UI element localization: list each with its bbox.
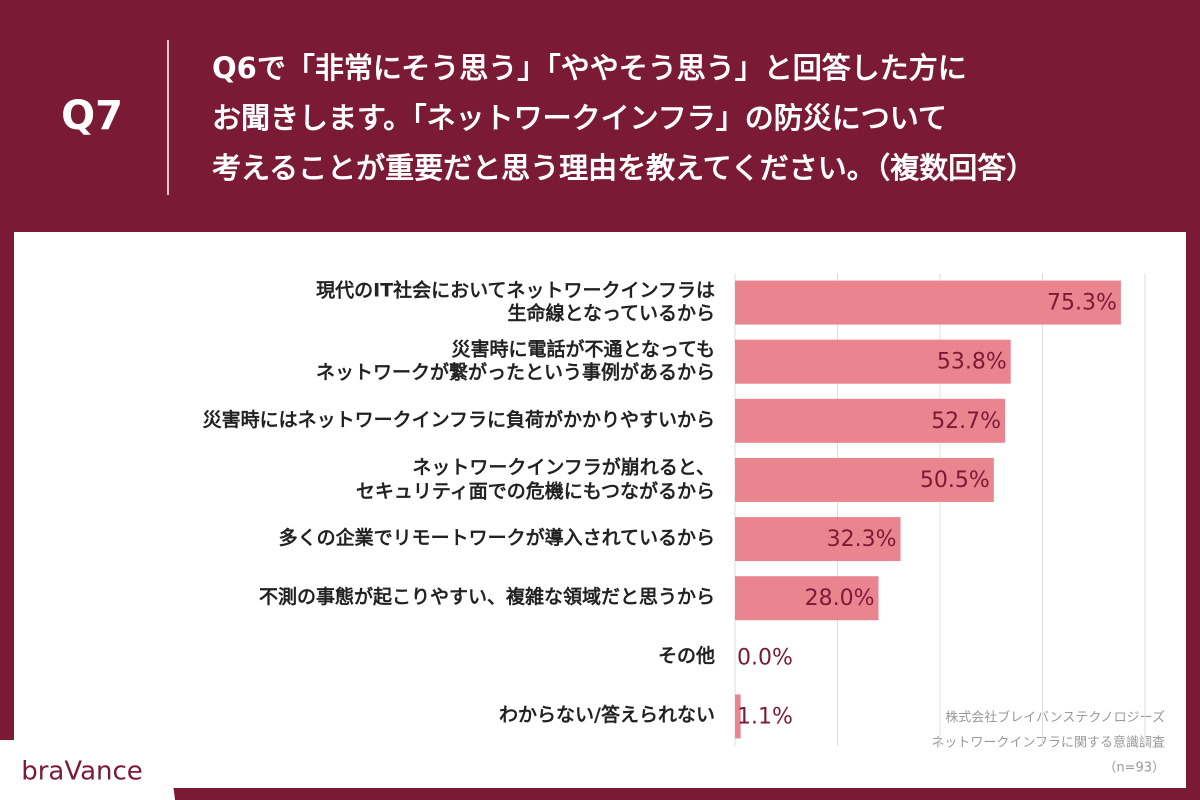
- value-label: 50.5%: [920, 468, 990, 493]
- question-number: Q7: [61, 93, 123, 139]
- logo: braVance: [21, 757, 143, 787]
- logo-tab: [0, 740, 175, 800]
- category-label: 災害時に電話が不通となっても ネットワークが繋がったという事例があるから: [315, 337, 715, 384]
- bar: [735, 576, 879, 621]
- bar: [735, 398, 1006, 443]
- bar: [735, 517, 901, 562]
- question-text: Q6で「非常にそう思う」「ややそう思う」と回答した方に: [212, 51, 967, 85]
- panel: [14, 232, 1186, 788]
- value-label: 28.0%: [805, 586, 875, 611]
- value-label: 0.0%: [737, 645, 793, 670]
- value-label: 32.3%: [827, 527, 897, 552]
- bar: [735, 694, 741, 739]
- value-label: 53.8%: [937, 350, 1007, 375]
- category-label: その他: [657, 645, 715, 668]
- value-label: 75.3%: [1047, 291, 1117, 316]
- value-label: 1.1%: [737, 704, 793, 729]
- value-label: 52.7%: [931, 409, 1001, 434]
- category-label: 現代のIT社会においてネットワークインフラは 生命線となっているから: [316, 278, 715, 325]
- question-text: お聞きします。「ネットワークインフラ」の防災について: [212, 101, 947, 135]
- bar: [735, 339, 1011, 384]
- bar: [735, 280, 1121, 325]
- source: ネットワークインフラに関する意識調査: [931, 735, 1165, 751]
- category-label: 災害時にはネットワークインフラに負荷がかかりやすいから: [202, 408, 715, 431]
- bar: [735, 457, 994, 502]
- category-label: 不測の事態が起こりやすい、複雑な領域だと思うから: [258, 586, 715, 609]
- category-label: わからない/答えられない: [499, 704, 715, 727]
- source: 株式会社ブレイバンステクノロジーズ: [945, 710, 1165, 726]
- category-label: 多くの企業でリモートワークが導入されているから: [278, 527, 715, 550]
- question-text: 考えることが重要だと思う理由を教えてください。（複数回答）: [212, 151, 1035, 185]
- category-label: ネットワークインフラが崩れると、 セキュリティ面での危機にもつながるから: [355, 456, 715, 502]
- source: （n=93）: [1103, 761, 1165, 776]
